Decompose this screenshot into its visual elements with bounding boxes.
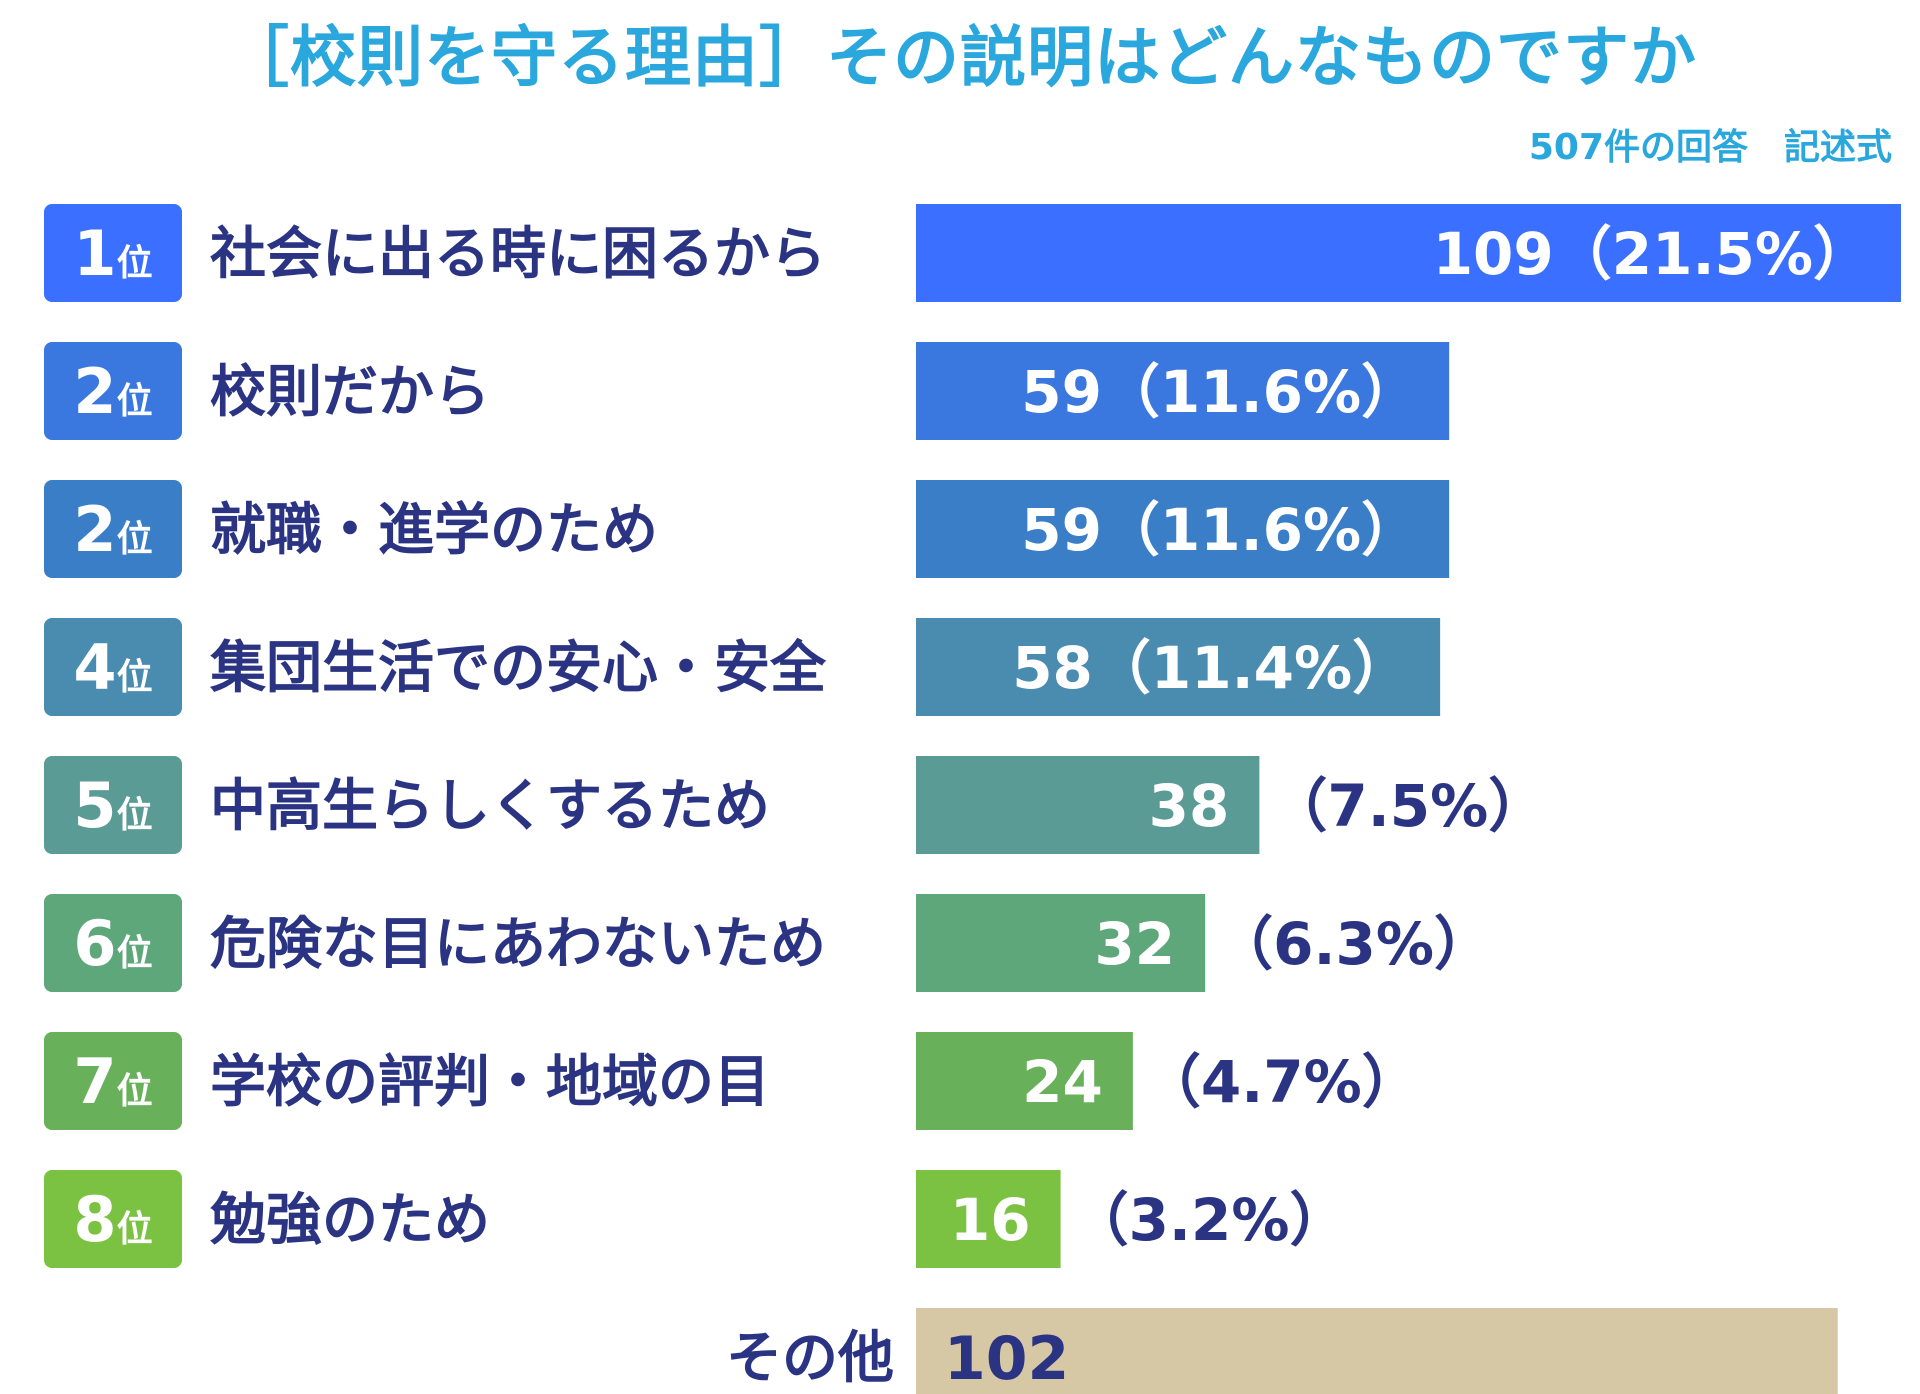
other-bar (916, 1308, 1838, 1394)
percent-label: （3.2%） (1071, 1186, 1348, 1254)
other-value-label: 102 (944, 1324, 1069, 1394)
value-label: 59（11.6%） (1021, 358, 1419, 426)
category-label: 社会に出る時に困るから (210, 222, 826, 287)
rank-label: 7位 (73, 1045, 152, 1118)
category-label: 危険な目にあわないため (210, 912, 826, 977)
chart-title: ［校則を守る理由］その説明はどんなものですか (223, 19, 1697, 96)
rank-badge (44, 1032, 182, 1130)
bar (916, 204, 1901, 302)
percent-label: （4.7%） (1143, 1048, 1420, 1116)
bar (916, 1032, 1133, 1130)
category-label: 勉強のため (210, 1188, 490, 1253)
response-count-note: 507件の回答 記述式 (1528, 127, 1892, 168)
rank-label: 8位 (73, 1183, 152, 1256)
percent-label: （7.5%） (1269, 772, 1546, 840)
value-label: 24 (1022, 1048, 1103, 1116)
category-label: 集団生活での安心・安全 (209, 636, 827, 701)
bar (916, 756, 1260, 854)
value-label: 58（11.4%） (1012, 634, 1410, 702)
category-label: 中高生らしくするため (210, 774, 770, 839)
rank-label: 5位 (73, 769, 152, 842)
value-label: 32 (1094, 910, 1175, 978)
value-label: 59（11.6%） (1021, 496, 1419, 564)
category-label: 校則だから (210, 360, 490, 425)
bar (916, 618, 1441, 716)
rank-badge (44, 1170, 182, 1268)
bar (916, 894, 1206, 992)
category-label: 学校の評判・地域の目 (210, 1050, 770, 1115)
category-label: 就職・進学のため (210, 498, 658, 563)
rank-badge (44, 894, 182, 992)
value-label: 38 (1149, 772, 1230, 840)
rank-badge (44, 480, 182, 578)
rank-label: 4位 (73, 631, 152, 704)
rank-badge (44, 756, 182, 854)
bar (916, 480, 1450, 578)
rank-label: 2位 (73, 355, 152, 428)
rank-label: 6位 (73, 907, 152, 980)
value-label: 109（21.5%） (1433, 220, 1871, 288)
bar (916, 342, 1450, 440)
rank-badge (44, 618, 182, 716)
other-label: その他 (726, 1326, 894, 1391)
value-label: 16 (950, 1186, 1031, 1254)
percent-label: （6.3%） (1215, 910, 1492, 978)
rank-badge (44, 342, 182, 440)
rank-label: 2位 (73, 493, 152, 566)
rank-badge (44, 204, 182, 302)
rank-label: 1位 (73, 217, 152, 290)
bar (916, 1170, 1061, 1268)
